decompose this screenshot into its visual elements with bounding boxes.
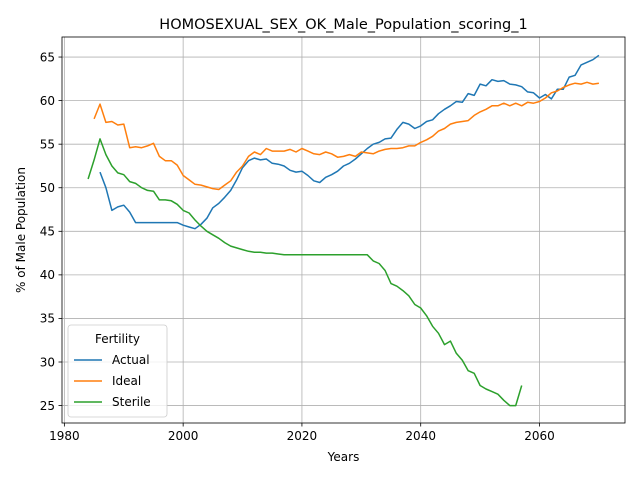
x-tick-label: 2040 xyxy=(405,429,436,443)
x-tick-label: 2000 xyxy=(168,429,199,443)
y-tick-label: 35 xyxy=(40,312,55,326)
y-axis: 25 30 35 40 45 50 55 60 65 xyxy=(40,50,62,413)
y-tick-label: 60 xyxy=(40,94,55,108)
y-tick-label: 65 xyxy=(40,50,55,64)
y-tick-label: 30 xyxy=(40,355,55,369)
x-axis: 1980 2000 2020 2040 2060 xyxy=(49,423,555,443)
x-axis-label: Years xyxy=(327,450,360,464)
legend: Fertility Actual Ideal Sterile xyxy=(67,324,168,418)
series-line-actual xyxy=(99,54,600,230)
legend-label-sterile: Sterile xyxy=(112,395,151,409)
grid xyxy=(62,37,625,423)
y-tick-label: 55 xyxy=(40,137,55,151)
x-tick-label: 1980 xyxy=(49,429,80,443)
series-lines xyxy=(87,54,600,407)
y-axis-label: % of Male Population xyxy=(14,167,28,293)
y-tick-label: 50 xyxy=(40,181,55,195)
x-tick-label: 2020 xyxy=(287,429,318,443)
x-tick-label: 2060 xyxy=(524,429,555,443)
legend-label-ideal: Ideal xyxy=(112,374,141,388)
series-line-sterile xyxy=(87,138,523,407)
y-tick-label: 45 xyxy=(40,225,55,239)
series-line-ideal xyxy=(93,81,600,191)
y-tick-label: 25 xyxy=(40,399,55,413)
chart-title: HOMOSEXUAL_SEX_OK_Male_Population_scorin… xyxy=(159,17,527,33)
legend-box xyxy=(67,324,168,418)
plot-frame xyxy=(61,36,626,424)
legend-label-actual: Actual xyxy=(112,353,150,367)
legend-title: Fertility xyxy=(95,332,140,346)
y-tick-label: 40 xyxy=(40,268,55,282)
